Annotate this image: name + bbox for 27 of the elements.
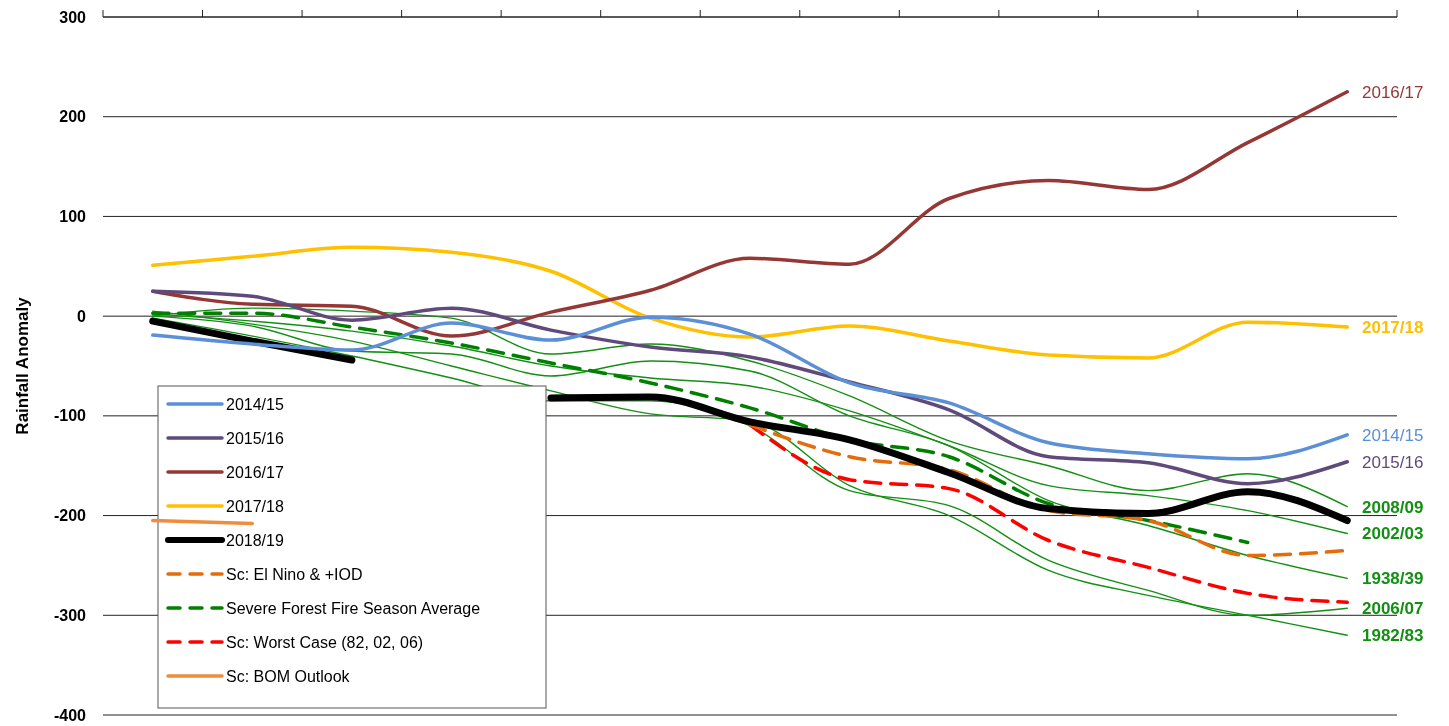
legend-label: 2016/17 bbox=[226, 463, 284, 481]
y-tick-label: 200 bbox=[59, 108, 87, 126]
legend-label: Severe Forest Fire Season Average bbox=[226, 599, 481, 617]
legend-label: 2017/18 bbox=[226, 497, 284, 515]
text: 2017/18 bbox=[1362, 318, 1424, 338]
legend-label: 2018/19 bbox=[226, 531, 284, 549]
y-tick-label: 300 bbox=[59, 8, 87, 26]
legend-label: Sc: El Nino & +IOD bbox=[226, 565, 363, 583]
legend-label: 2015/16 bbox=[226, 429, 284, 447]
series-label: 2002/03 bbox=[1362, 524, 1424, 544]
series-label: 2008/09 bbox=[1362, 497, 1424, 517]
y-tick-label: -400 bbox=[53, 706, 87, 724]
y-tick-label: -100 bbox=[53, 407, 87, 425]
y-tick-label: -300 bbox=[53, 606, 87, 624]
legend-label: Sc: Worst Case (82, 02, 06) bbox=[226, 633, 424, 651]
y-tick-label: 100 bbox=[59, 208, 87, 226]
text: 2015/16 bbox=[1362, 452, 1424, 472]
y-axis-title: Rainfall Anomaly bbox=[13, 296, 32, 435]
legend-label: Sc: BOM Outlook bbox=[226, 667, 351, 685]
series-label: 2006/07 bbox=[1362, 599, 1424, 619]
legend-label: 2014/15 bbox=[226, 395, 284, 413]
y-tick-label: -200 bbox=[53, 507, 87, 525]
text: 2014/15 bbox=[1362, 425, 1424, 445]
series-label: 1938/39 bbox=[1362, 569, 1424, 589]
text: 2016/17 bbox=[1362, 82, 1424, 102]
series-label: 1982/83 bbox=[1362, 626, 1424, 646]
y-tick-label: 0 bbox=[77, 307, 87, 325]
